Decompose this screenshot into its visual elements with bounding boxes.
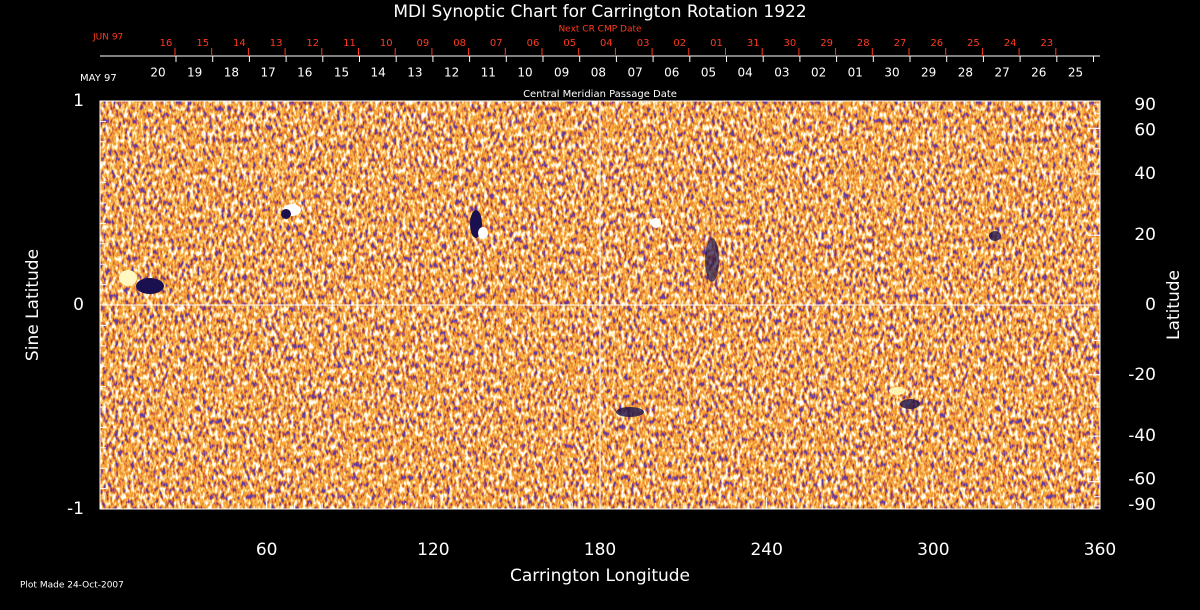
next-date: 31: [747, 38, 760, 49]
y2-tick-label: 60: [1134, 120, 1156, 140]
cmp-date: 16: [297, 66, 312, 80]
x-tick-label: 360: [1084, 540, 1116, 560]
next-date: 13: [270, 38, 283, 49]
y2-tick-label: 90: [1134, 95, 1156, 115]
cmp-date: 28: [958, 66, 973, 80]
y2-tick-label: 20: [1134, 225, 1156, 245]
x-tick-label: 120: [417, 540, 449, 560]
next-date: 07: [490, 38, 503, 49]
cmp-date: 15: [334, 66, 349, 80]
x-tick-label: 300: [917, 540, 949, 560]
cmp-date: 18: [224, 66, 239, 80]
y-tick-label: -1: [67, 499, 84, 519]
y2-tick-label: 0: [1145, 295, 1156, 315]
next-month: JUN 97: [92, 33, 123, 43]
cmp-date: 30: [884, 66, 899, 80]
active-regions: [119, 204, 1001, 417]
next-date: 09: [417, 38, 430, 49]
next-date: 04: [600, 38, 613, 49]
next-date: 11: [343, 38, 356, 49]
x-tick-label: 60: [256, 540, 278, 560]
cmp-date: 05: [701, 66, 716, 80]
cmp-date: 13: [407, 66, 422, 80]
x-tick-label: 180: [584, 540, 616, 560]
y2-tick-label: -40: [1128, 426, 1156, 446]
cmp-date: 01: [848, 66, 863, 80]
cmp-date: 03: [774, 66, 789, 80]
cmp-date: 20: [150, 66, 165, 80]
cmp-date: 02: [811, 66, 826, 80]
y2-tick-label: 40: [1134, 164, 1156, 184]
next-date: 26: [930, 38, 943, 49]
next-cmp-label: Next CR CMP Date: [558, 25, 642, 35]
y2-axis-title: Latitude: [1164, 270, 1184, 340]
next-date: 08: [453, 38, 466, 49]
cmp-date: 08: [591, 66, 606, 80]
cmp-date: 26: [1031, 66, 1046, 80]
x-axis-title: Carrington Longitude: [510, 566, 690, 586]
cmp-date: 14: [371, 66, 386, 80]
next-date: 24: [1004, 38, 1017, 49]
next-date: 12: [306, 38, 319, 49]
cmp-date: 11: [481, 66, 496, 80]
next-date: 15: [196, 38, 209, 49]
next-date: 06: [527, 38, 540, 49]
cmp-date: 25: [1068, 66, 1083, 80]
next-date: 30: [784, 38, 797, 49]
cmp-date: 19: [187, 66, 202, 80]
next-date: 02: [673, 38, 686, 49]
next-date: 29: [820, 38, 833, 49]
y-axis-title: Sine Latitude: [23, 249, 43, 361]
cmp-date: 04: [738, 66, 753, 80]
y-tick-label: 1: [73, 91, 84, 111]
cmp-date: 06: [664, 66, 679, 80]
chart-title: MDI Synoptic Chart for Carrington Rotati…: [393, 2, 806, 22]
footnote: Plot Made 24-Oct-2007: [20, 581, 124, 591]
next-date: 01: [710, 38, 723, 49]
y2-tick-label: -90: [1128, 495, 1156, 515]
next-date: 25: [967, 38, 980, 49]
cmp-date: 07: [627, 66, 642, 80]
next-date: 14: [233, 38, 246, 49]
cmp-label: Central Meridian Passage Date: [523, 89, 677, 100]
cmp-date: 12: [444, 66, 459, 80]
next-date: 23: [1040, 38, 1053, 49]
cmp-date: 09: [554, 66, 569, 80]
y2-tick-label: -60: [1128, 470, 1156, 490]
cmp-date: 17: [260, 66, 275, 80]
x-tick-label: 240: [750, 540, 782, 560]
y2-tick-label: -20: [1128, 365, 1156, 385]
cmp-date: 29: [921, 66, 936, 80]
next-date: 03: [637, 38, 650, 49]
y-tick-label: 0: [73, 295, 84, 315]
next-date: 27: [894, 38, 907, 49]
next-date: 05: [563, 38, 576, 49]
cmp-month: MAY 97: [80, 73, 117, 84]
cmp-date: 27: [994, 66, 1009, 80]
next-date: 28: [857, 38, 870, 49]
cmp-date: 10: [517, 66, 532, 80]
next-date: 16: [160, 38, 173, 49]
next-date: 10: [380, 38, 393, 49]
